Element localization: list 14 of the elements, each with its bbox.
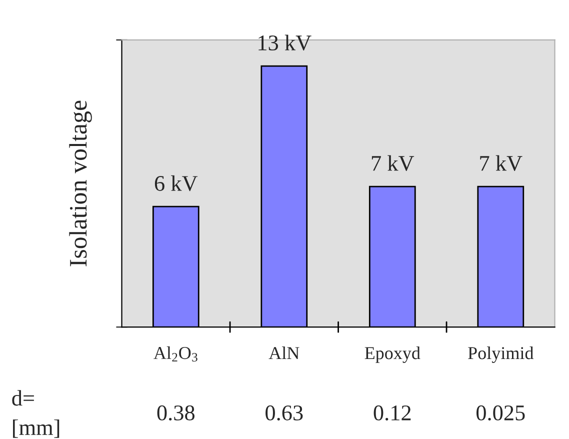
- y-axis-title: Isolation voltage: [69, 100, 92, 266]
- text: d= [mm]: [12, 390, 60, 438]
- data-label: 6 kV: [154, 175, 198, 192]
- x-tick-label: Polyimid: [468, 346, 534, 363]
- x-tick-label: AlN: [268, 346, 300, 360]
- text: 0.12: [374, 405, 411, 421]
- text: 0.63: [266, 405, 303, 421]
- text: 0.025: [476, 405, 525, 421]
- text: 0.38: [157, 405, 194, 421]
- data-label: 7 kV: [372, 155, 414, 172]
- x-tick-label: Epoxyd: [364, 346, 420, 363]
- data-label: 13 kV: [258, 34, 312, 51]
- x-tick-label: Al$_{2}$O$_{3}$: [154, 346, 198, 362]
- data-label: 7 kV: [480, 155, 522, 172]
